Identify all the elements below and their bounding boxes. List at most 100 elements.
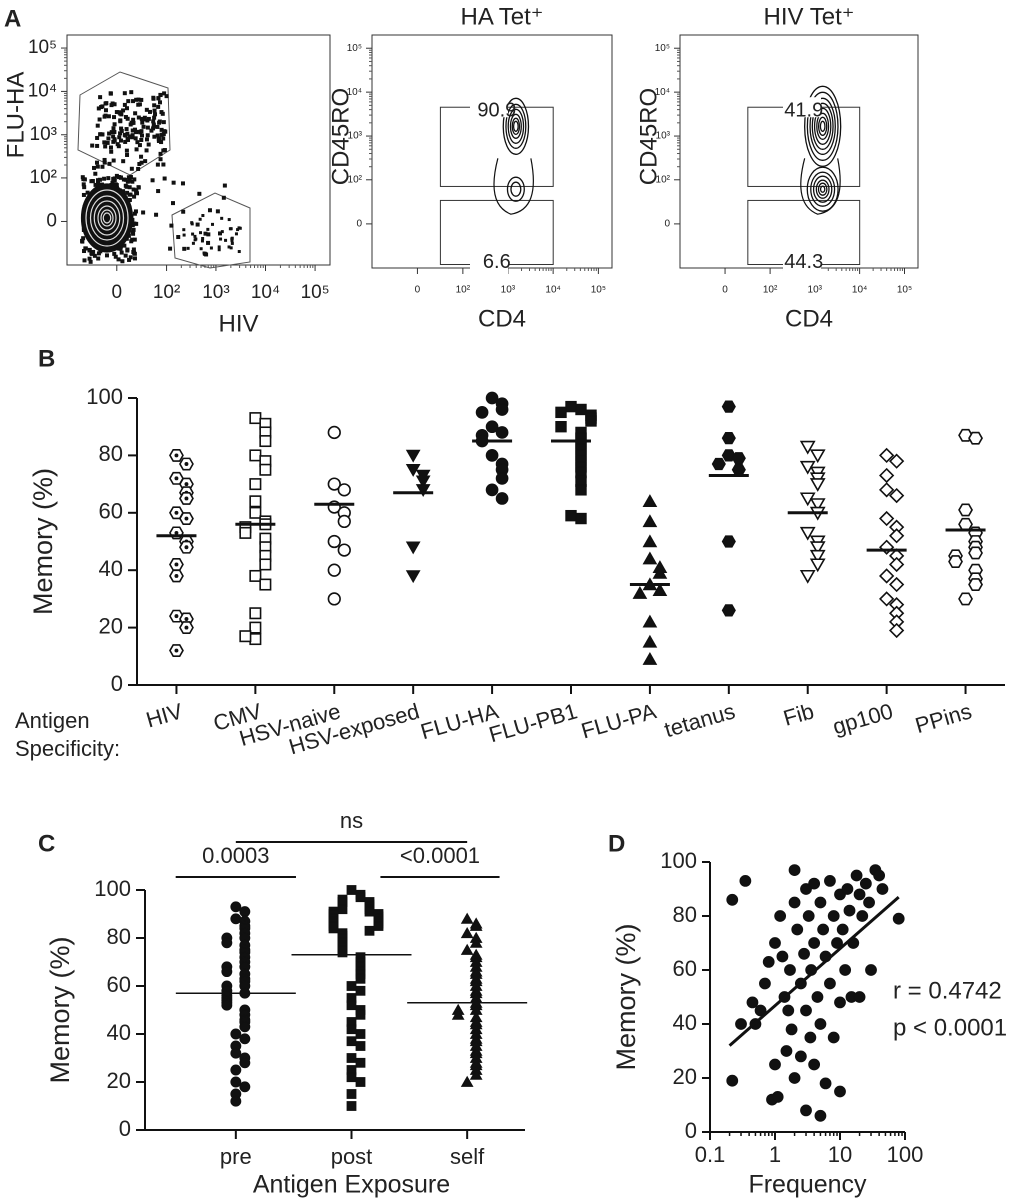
event bbox=[115, 142, 120, 147]
event bbox=[134, 97, 139, 102]
y-tick-label: 80 bbox=[673, 902, 697, 927]
event bbox=[105, 140, 110, 145]
event bbox=[112, 130, 117, 135]
data-point bbox=[642, 514, 658, 528]
event bbox=[137, 102, 142, 107]
panel-label: B bbox=[38, 345, 55, 372]
marker-shape bbox=[460, 912, 474, 924]
data-point bbox=[642, 551, 658, 565]
marker-shape bbox=[555, 406, 567, 419]
event bbox=[227, 218, 231, 222]
data-point bbox=[169, 569, 184, 583]
event bbox=[128, 192, 133, 197]
x-tick-label: 0 bbox=[111, 282, 122, 303]
y-tick-label: 10⁴ bbox=[347, 87, 362, 98]
data-point bbox=[249, 478, 262, 491]
event bbox=[130, 133, 135, 138]
event bbox=[127, 185, 132, 190]
event bbox=[102, 157, 107, 162]
data-point bbox=[769, 1058, 781, 1071]
event bbox=[132, 194, 137, 199]
event bbox=[96, 251, 101, 256]
event bbox=[93, 182, 98, 187]
event bbox=[85, 190, 90, 195]
event bbox=[144, 137, 149, 142]
event bbox=[148, 109, 153, 114]
event bbox=[136, 115, 141, 120]
event bbox=[100, 132, 105, 137]
event bbox=[230, 239, 234, 243]
data-point bbox=[259, 558, 272, 571]
marker-shape bbox=[809, 498, 826, 512]
marker-shape bbox=[784, 964, 796, 976]
event bbox=[127, 197, 132, 202]
contour bbox=[502, 97, 530, 155]
contour bbox=[811, 102, 834, 150]
marker-shape bbox=[721, 400, 736, 413]
marker-shape bbox=[355, 973, 366, 984]
x-tick-label: 0 bbox=[415, 285, 421, 296]
contour bbox=[816, 112, 830, 140]
marker-shape bbox=[958, 503, 973, 517]
marker-shape bbox=[879, 539, 895, 555]
event bbox=[108, 145, 113, 150]
marker-shape bbox=[824, 875, 836, 887]
event bbox=[145, 125, 150, 130]
marker-shape bbox=[808, 877, 821, 890]
event bbox=[92, 165, 97, 170]
data-point bbox=[249, 506, 262, 519]
event bbox=[134, 147, 139, 152]
event bbox=[102, 176, 107, 181]
y-tick-label: 10² bbox=[656, 174, 671, 185]
marker-shape bbox=[249, 506, 262, 519]
data-point bbox=[469, 936, 483, 948]
event bbox=[124, 106, 129, 111]
marker-shape bbox=[485, 420, 499, 434]
marker-shape bbox=[876, 883, 889, 895]
marker-shape bbox=[889, 622, 905, 639]
event bbox=[136, 97, 141, 102]
y-tick-label: 0 bbox=[111, 671, 123, 696]
data-point bbox=[469, 1068, 483, 1080]
data-point bbox=[179, 457, 194, 471]
event bbox=[132, 256, 137, 261]
data-point bbox=[230, 1064, 242, 1076]
event bbox=[168, 246, 173, 251]
y-axis-label: Memory (%) bbox=[45, 937, 75, 1084]
event bbox=[123, 133, 128, 138]
event bbox=[191, 241, 195, 245]
data-point bbox=[788, 1072, 801, 1084]
event bbox=[100, 104, 105, 109]
marker-shape bbox=[642, 494, 658, 508]
event bbox=[152, 103, 157, 108]
marker-shape bbox=[794, 1050, 807, 1063]
marker-shape bbox=[259, 435, 272, 448]
data-point bbox=[475, 406, 489, 419]
y-tick-label: 10² bbox=[30, 167, 57, 188]
marker-shape bbox=[469, 919, 483, 931]
event bbox=[122, 243, 127, 248]
marker-shape bbox=[355, 1009, 366, 1020]
event bbox=[134, 190, 139, 195]
marker-shape bbox=[889, 487, 905, 504]
data-point bbox=[355, 1029, 366, 1039]
event bbox=[132, 251, 137, 256]
event bbox=[220, 216, 224, 220]
data-point bbox=[575, 512, 587, 525]
gate-label: 44.3 bbox=[784, 251, 823, 273]
event bbox=[162, 91, 167, 96]
marker-shape bbox=[259, 578, 272, 591]
x-tick-label: 10⁴ bbox=[251, 282, 280, 303]
data-point bbox=[799, 569, 816, 584]
event bbox=[161, 132, 166, 137]
data-point bbox=[355, 1009, 366, 1020]
data-point bbox=[405, 449, 421, 463]
y-axis-label: Memory (%) bbox=[28, 468, 58, 615]
event bbox=[129, 90, 134, 95]
marker-shape bbox=[249, 495, 262, 508]
data-point bbox=[859, 877, 872, 890]
marker-shape bbox=[834, 1085, 846, 1098]
event bbox=[98, 132, 103, 137]
event bbox=[82, 258, 87, 263]
event bbox=[112, 251, 117, 256]
